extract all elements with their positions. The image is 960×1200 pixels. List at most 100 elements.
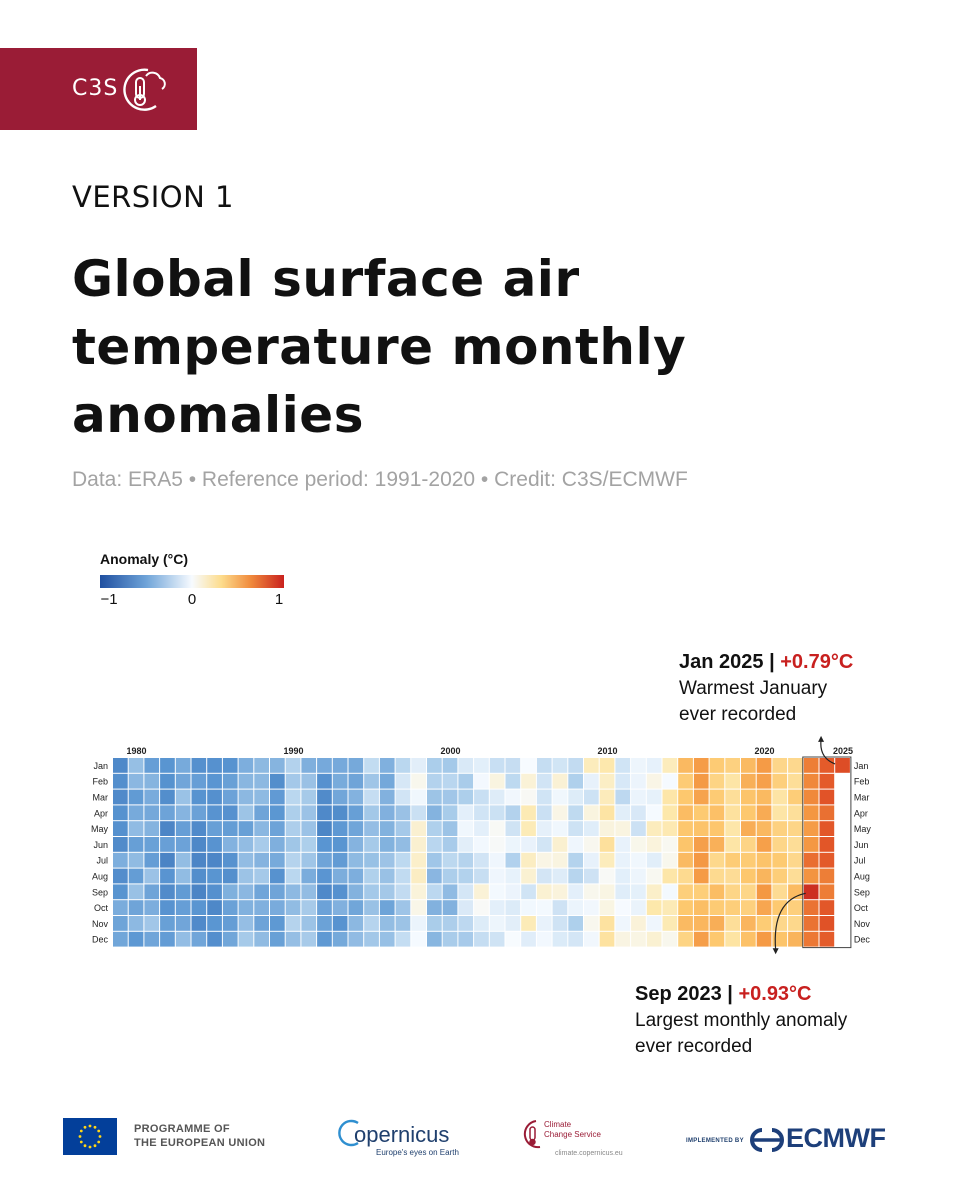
eu-programme-text: PROGRAMME OF THE EUROPEAN UNION bbox=[134, 1122, 265, 1150]
version-label: VERSION 1 bbox=[72, 180, 234, 214]
heatmap-cell bbox=[835, 758, 850, 773]
month-label-left: Sep bbox=[92, 887, 108, 897]
heatmap-cell bbox=[505, 884, 521, 900]
heatmap-cell bbox=[584, 805, 599, 821]
heatmap-cell bbox=[238, 852, 254, 868]
heatmap-cell bbox=[364, 900, 379, 915]
heatmap-cell bbox=[128, 773, 144, 789]
heatmap-cell bbox=[631, 868, 646, 884]
heatmap-cell bbox=[678, 931, 693, 947]
heatmap-cell bbox=[505, 900, 521, 915]
heatmap-cell bbox=[442, 758, 458, 773]
heatmap-cell bbox=[693, 868, 709, 884]
heatmap-cell bbox=[160, 931, 175, 947]
heatmap-cell bbox=[725, 773, 740, 789]
heatmap-cell bbox=[474, 758, 489, 773]
heatmap-cell bbox=[222, 852, 238, 868]
heatmap-cell bbox=[725, 868, 740, 884]
heatmap-cell bbox=[395, 852, 411, 868]
heatmap-cell bbox=[379, 884, 395, 900]
heatmap-cell bbox=[709, 852, 725, 868]
heatmap-cell bbox=[741, 789, 756, 805]
heatmap-cell bbox=[332, 789, 348, 805]
heatmap-cell bbox=[285, 931, 301, 947]
heatmap-cell bbox=[741, 821, 756, 836]
heatmap-cell bbox=[254, 931, 269, 947]
heatmap-cell bbox=[427, 916, 442, 931]
year-label: 2000 bbox=[441, 746, 461, 756]
heatmap-cell bbox=[442, 900, 458, 915]
heatmap-cell bbox=[364, 868, 379, 884]
heatmap-cell bbox=[270, 931, 285, 947]
heatmap-cell bbox=[599, 837, 615, 852]
year-label: 1980 bbox=[127, 746, 147, 756]
heatmap-cell bbox=[427, 773, 442, 789]
heatmap-cell bbox=[317, 868, 332, 884]
heatmap-cell bbox=[442, 773, 458, 789]
heatmap-cell bbox=[678, 916, 693, 931]
heatmap-cell bbox=[317, 758, 332, 773]
heatmap-cell bbox=[772, 805, 788, 821]
heatmap-cell bbox=[254, 805, 269, 821]
heatmap-cell bbox=[772, 821, 788, 836]
heatmap-cell bbox=[395, 916, 411, 931]
month-label-left: Jul bbox=[96, 856, 108, 866]
heatmap-cell bbox=[442, 789, 458, 805]
heatmap-cell bbox=[270, 773, 285, 789]
annotation-jan-2025-line1: Warmest January bbox=[679, 678, 828, 699]
heatmap-cell bbox=[678, 852, 693, 868]
heatmap-cell bbox=[191, 916, 207, 931]
heatmap-cell bbox=[191, 758, 207, 773]
heatmap-cell bbox=[144, 837, 160, 852]
heatmap-month-labels: Jan Jan Feb Feb Mar Mar Apr Apr May May Jun Jun Jul J… bbox=[91, 761, 871, 945]
heatmap-cell bbox=[222, 868, 238, 884]
heatmap-cell bbox=[709, 821, 725, 836]
heatmap-cell bbox=[521, 868, 536, 884]
heatmap-cell bbox=[599, 916, 615, 931]
heatmap-cell bbox=[207, 758, 222, 773]
heatmap-cell bbox=[536, 773, 552, 789]
heatmap-cell bbox=[474, 789, 489, 805]
heatmap-cell bbox=[599, 868, 615, 884]
heatmap-cell bbox=[317, 805, 332, 821]
heatmap-cell bbox=[364, 821, 379, 836]
heatmap-cell bbox=[222, 837, 238, 852]
heatmap-cell bbox=[175, 916, 191, 931]
heatmap-cell bbox=[756, 789, 772, 805]
heatmap-cell bbox=[113, 805, 128, 821]
ccs-thermometer-icon bbox=[523, 1120, 541, 1149]
page-title: Global surface air temperature monthly a… bbox=[72, 250, 687, 444]
heatmap-cell bbox=[348, 805, 364, 821]
heatmap-cell bbox=[411, 789, 426, 805]
heatmap-cell bbox=[631, 773, 646, 789]
heatmap-cell bbox=[332, 758, 348, 773]
heatmap-cell bbox=[615, 931, 631, 947]
heatmap-cell bbox=[788, 837, 803, 852]
heatmap-cell bbox=[270, 884, 285, 900]
heatmap-cell bbox=[552, 773, 568, 789]
heatmap-cell bbox=[615, 868, 631, 884]
heatmap-cell bbox=[662, 773, 678, 789]
heatmap-cell bbox=[191, 931, 207, 947]
heatmap-cell bbox=[427, 837, 442, 852]
heatmap-cell bbox=[160, 868, 175, 884]
heatmap-cell bbox=[662, 805, 678, 821]
heatmap-cell bbox=[317, 852, 332, 868]
heatmap-cell bbox=[756, 821, 772, 836]
heatmap-cell bbox=[301, 789, 317, 805]
heatmap-cell bbox=[222, 789, 238, 805]
heatmap-cell bbox=[458, 821, 474, 836]
heatmap-cell bbox=[599, 773, 615, 789]
month-label-left: Dec bbox=[92, 935, 109, 945]
heatmap-cell bbox=[348, 789, 364, 805]
heatmap-cell bbox=[693, 900, 709, 915]
heatmap-cell bbox=[803, 758, 819, 773]
heatmap-cell bbox=[411, 758, 426, 773]
heatmap-cell bbox=[207, 805, 222, 821]
heatmap-cell bbox=[741, 837, 756, 852]
heatmap-cell bbox=[238, 789, 254, 805]
heatmap-cell bbox=[395, 900, 411, 915]
heatmap-cell bbox=[332, 805, 348, 821]
heatmap-cell bbox=[693, 758, 709, 773]
